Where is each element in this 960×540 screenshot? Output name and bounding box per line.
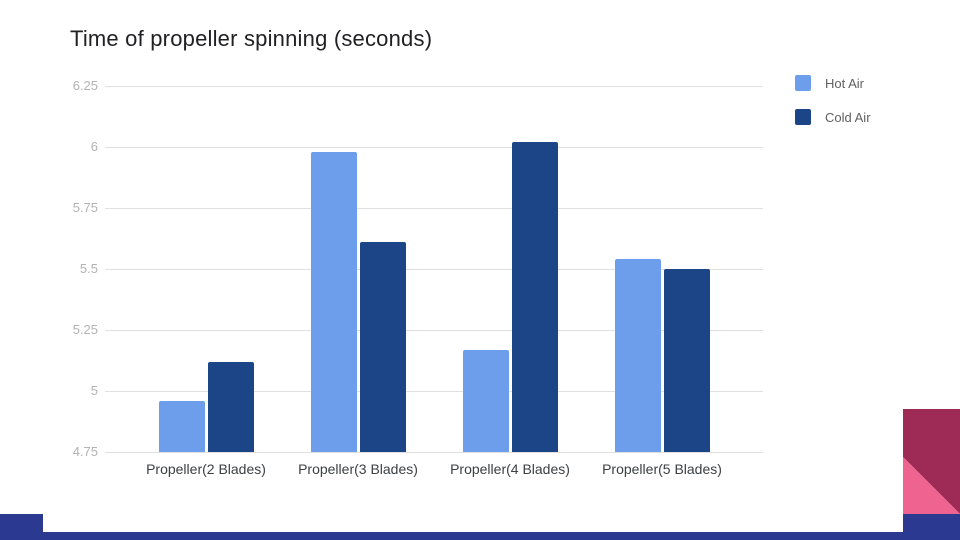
corner-accent-shape bbox=[903, 409, 960, 514]
gridline-y-5-5 bbox=[105, 269, 763, 270]
bottom-right-accent-block bbox=[903, 514, 960, 540]
chart-legend: Hot Air Cold Air bbox=[795, 75, 871, 143]
gridline-y-6-25 bbox=[105, 86, 763, 87]
legend-entry-cold-air: Cold Air bbox=[795, 109, 871, 125]
gridline-y-5 bbox=[105, 391, 763, 392]
bar-hot-air-propeller-4-blades bbox=[462, 349, 509, 452]
legend-entry-hot-air: Hot Air bbox=[795, 75, 871, 91]
legend-swatch-hot-air bbox=[795, 75, 811, 91]
gridline-y-4-75 bbox=[105, 452, 763, 453]
legend-label: Hot Air bbox=[825, 75, 865, 91]
y-axis-tick-label: 5.25 bbox=[72, 322, 98, 337]
bar-cold-air-propeller-2-blades bbox=[207, 361, 254, 452]
gridline-y-5-75 bbox=[105, 208, 763, 209]
y-axis-tick-label: 4.75 bbox=[72, 444, 98, 459]
bar-cold-air-propeller-4-blades bbox=[511, 142, 558, 452]
y-axis-tick-label: 5.5 bbox=[79, 261, 98, 276]
corner-pink-triangle bbox=[903, 457, 960, 514]
bar-hot-air-propeller-2-blades bbox=[158, 400, 205, 452]
bar-cold-air-propeller-5-blades bbox=[663, 269, 710, 452]
gridline-y-6 bbox=[105, 147, 763, 148]
legend-label: Cold Air bbox=[825, 109, 871, 125]
corner-dark-triangle bbox=[903, 409, 960, 514]
y-axis-tick-label: 5.75 bbox=[72, 200, 98, 215]
chart-title: Time of propeller spinning (seconds) bbox=[70, 26, 433, 51]
bar-hot-air-propeller-3-blades bbox=[310, 151, 357, 452]
bar-hot-air-propeller-5-blades bbox=[614, 259, 661, 452]
x-axis-category-label-propeller-4-blades: Propeller(4 Blades) bbox=[450, 461, 570, 477]
gridline-y-5-25 bbox=[105, 330, 763, 331]
bottom-left-accent-block bbox=[0, 514, 43, 540]
y-axis-tick-label: 6 bbox=[90, 139, 98, 154]
x-axis-category-label-propeller-2-blades: Propeller(2 Blades) bbox=[146, 461, 266, 477]
x-axis-category-label-propeller-3-blades: Propeller(3 Blades) bbox=[298, 461, 418, 477]
x-axis-category-label-propeller-5-blades: Propeller(5 Blades) bbox=[602, 461, 722, 477]
bar-cold-air-propeller-3-blades bbox=[359, 242, 406, 452]
legend-swatch-cold-air bbox=[795, 109, 811, 125]
bottom-ribbon bbox=[0, 532, 960, 540]
y-axis-tick-label: 6.25 bbox=[72, 78, 98, 93]
y-axis-tick-label: 5 bbox=[90, 383, 98, 398]
